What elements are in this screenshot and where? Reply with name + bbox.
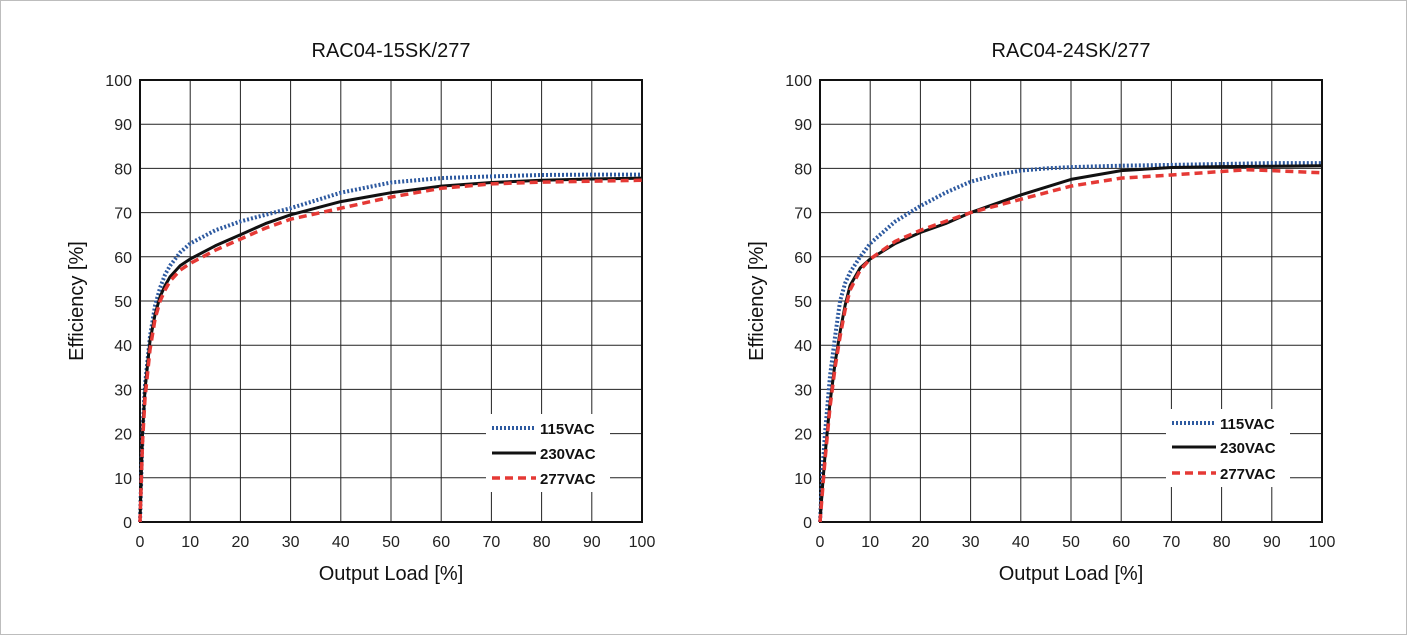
legend-label-230VAC: 230VAC (540, 446, 596, 463)
y-tick-label: 60 (114, 250, 132, 267)
chart-1: 0 10 20 30 40 50 60 70 80 90 100 0 10 20 30 40 50 60 70 80 9… (66, 40, 655, 585)
x-tick-label: 50 (382, 534, 400, 551)
y-tick-label: 10 (794, 471, 812, 488)
x-tick-label: 100 (1309, 534, 1336, 551)
y-axis-label: Efficiency [%] (66, 241, 88, 361)
x-tick-label: 40 (332, 534, 350, 551)
series-line-277VAC (818, 167, 1323, 523)
y-tick-label: 70 (114, 206, 132, 223)
y-tick-label: 10 (114, 471, 132, 488)
plot-area-border (139, 79, 643, 523)
x-tick-label: 80 (1213, 534, 1231, 551)
plot-area-border (819, 79, 1323, 523)
chart-title: RAC04-24SK/277 (992, 40, 1151, 62)
chart-2: 0 10 20 30 40 50 60 70 80 90 100 0 10 20 30 40 50 60 70 80 9… (746, 40, 1335, 585)
legend-label-277VAC: 277VAC (1220, 466, 1276, 483)
series-line-230VAC (138, 176, 643, 523)
x-tick-label: 100 (629, 534, 656, 551)
legend-label-115VAC: 115VAC (1220, 416, 1275, 433)
y-tick-label: 0 (123, 515, 132, 532)
x-tick-label: 10 (181, 534, 199, 551)
x-tick-label: 30 (962, 534, 980, 551)
x-tick-label: 0 (136, 534, 145, 551)
x-tick-label: 60 (1112, 534, 1130, 551)
y-tick-label: 0 (803, 515, 812, 532)
y-tick-label: 20 (114, 427, 132, 444)
y-tick-label: 50 (114, 294, 132, 311)
series-line-277VAC (138, 178, 643, 523)
x-tick-label: 80 (533, 534, 551, 551)
legend-label-115VAC: 115VAC (540, 421, 595, 438)
y-tick-label: 30 (794, 382, 812, 399)
x-tick-label: 60 (432, 534, 450, 551)
y-tick-label: 90 (114, 117, 132, 134)
legend-label-230VAC: 230VAC (1220, 440, 1276, 457)
x-tick-label: 20 (912, 534, 930, 551)
y-tick-label: 90 (794, 117, 812, 134)
y-tick-label: 40 (794, 338, 812, 355)
legend-label-277VAC: 277VAC (540, 471, 596, 488)
y-tick-label: 20 (794, 427, 812, 444)
x-tick-label: 70 (483, 534, 501, 551)
x-axis-label: Output Load [%] (319, 563, 464, 585)
y-tick-label: 80 (794, 161, 812, 178)
x-tick-label: 70 (1163, 534, 1181, 551)
x-tick-label: 10 (861, 534, 879, 551)
y-tick-label: 40 (114, 338, 132, 355)
y-tick-label: 100 (785, 73, 812, 90)
x-tick-label: 20 (232, 534, 250, 551)
series-line-115VAC (818, 161, 1322, 523)
y-tick-label: 30 (114, 382, 132, 399)
x-tick-label: 40 (1012, 534, 1030, 551)
y-tick-label: 80 (114, 161, 132, 178)
y-axis-label: Efficiency [%] (746, 241, 768, 361)
x-tick-label: 90 (1263, 534, 1281, 551)
x-tick-label: 30 (282, 534, 300, 551)
x-tick-label: 0 (816, 534, 825, 551)
x-tick-label: 50 (1062, 534, 1080, 551)
y-tick-label: 100 (105, 73, 132, 90)
y-tick-label: 60 (794, 250, 812, 267)
chart-title: RAC04-15SK/277 (312, 40, 471, 62)
x-tick-label: 90 (583, 534, 601, 551)
x-axis-label: Output Load [%] (999, 563, 1144, 585)
y-tick-label: 70 (794, 206, 812, 223)
y-tick-label: 50 (794, 294, 812, 311)
